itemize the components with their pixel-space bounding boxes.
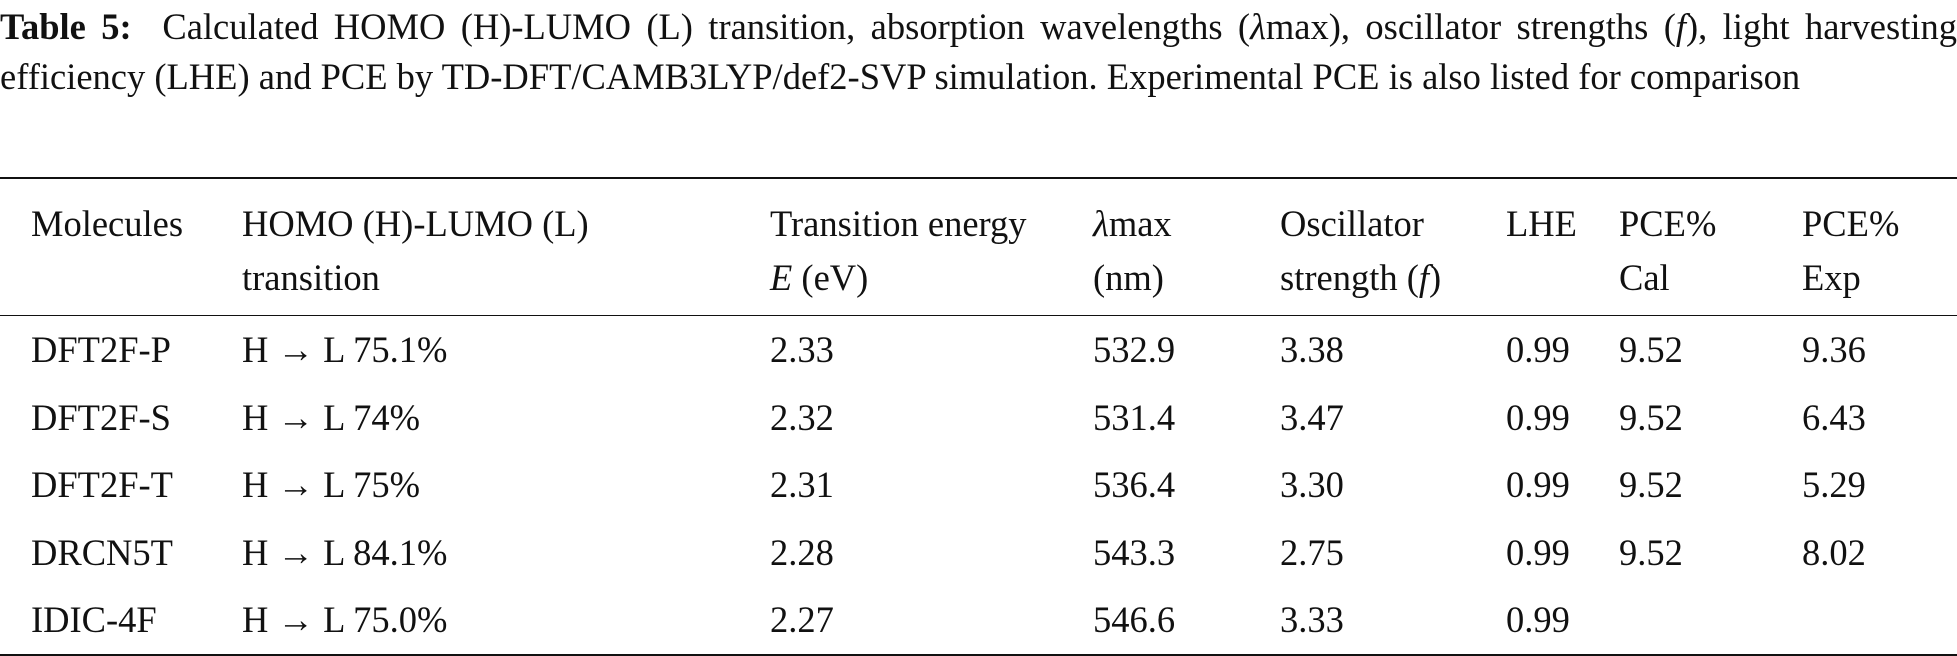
table-cell: 3.38: [1280, 329, 1344, 370]
header-cell: Transition energy E (eV): [770, 178, 1093, 316]
table-cell: 546.6: [1093, 599, 1176, 640]
header-text: ): [1429, 257, 1442, 298]
table-row: DFT2F-S H → L 74% 2.32 531.4 3.47 0.99 9.52 6.4…: [0, 384, 1957, 452]
header-cell: Oscillator strength (f): [1280, 178, 1506, 316]
table-cell: 2.75: [1280, 531, 1344, 573]
header-text: Molecules: [31, 203, 184, 244]
table-cell: 0.99: [1506, 396, 1570, 438]
header-text: HOMO (H)-LUMO (L) transition: [242, 203, 589, 298]
table-cell: DFT2F-S: [31, 396, 171, 438]
header-cell: LHE: [1506, 178, 1619, 316]
caption-text: ), light harvesting efficiency (LHE) and…: [0, 6, 1957, 97]
table-row: DFT2F-P H → L 75.1% 2.33 532.9 3.38 0.99 9.52 9…: [0, 316, 1957, 384]
table-caption: Table 5: Calculated HOMO (H)-LUMO (L) tr…: [0, 2, 1957, 102]
table-cell: 8.02: [1802, 531, 1866, 573]
table-row: DRCN5T H → L 84.1% 2.28 543.3 2.75 0.99 9.52 8.…: [0, 519, 1957, 587]
table-cell: [1619, 586, 1802, 655]
table-cell: DFT2F-T: [31, 464, 173, 505]
table-cell: 3.47: [1280, 396, 1344, 438]
header-text: LHE: [1506, 203, 1577, 244]
table-cell: 2.28: [770, 531, 834, 573]
table-cell: 0.99: [1506, 531, 1570, 573]
table-cell: H → L 75%: [242, 464, 421, 505]
table-cell: 9.52: [1619, 396, 1683, 438]
header-text: PCE% Exp: [1802, 203, 1900, 298]
header-text: PCE% Cal: [1619, 203, 1717, 298]
table-cell: H → L 84.1%: [242, 531, 448, 573]
table-row: DFT2F-T H → L 75% 2.31 536.4 3.30 0.99 9.52 5.2…: [0, 451, 1957, 519]
header-text: λ: [1093, 203, 1109, 244]
table-cell: 9.52: [1619, 329, 1683, 370]
table-cell: DFT2F-P: [31, 329, 171, 370]
table-cell: 2.32: [770, 396, 834, 438]
caption-text: λ: [1250, 6, 1266, 47]
table-header: Molecules HOMO (H)-LUMO (L) transition T…: [0, 178, 1957, 316]
table-cell: DRCN5T: [31, 531, 173, 573]
header-text: f: [1418, 257, 1430, 298]
table-cell: 0.99: [1506, 464, 1570, 505]
table-cell: 0.99: [1506, 329, 1570, 370]
caption-text: max), oscillator strengths (: [1265, 6, 1676, 47]
caption-label: Table 5:: [0, 6, 132, 47]
table-cell: H → L 75.0%: [242, 599, 448, 640]
table-cell: 3.33: [1280, 599, 1344, 640]
table-cell: 2.33: [770, 329, 834, 370]
table-cell: 543.3: [1093, 531, 1176, 573]
header-text: E: [770, 257, 793, 298]
table-cell: 9.36: [1802, 329, 1866, 370]
header-text: max (nm): [1093, 203, 1172, 298]
table-cell: 2.27: [770, 599, 834, 640]
table-cell: 536.4: [1093, 464, 1176, 505]
header-cell: PCE% Exp: [1802, 178, 1957, 316]
table-cell: 3.30: [1280, 464, 1344, 505]
table-cell: IDIC-4F: [31, 599, 157, 640]
header-text: (eV): [792, 257, 869, 298]
header-cell: PCE% Cal: [1619, 178, 1802, 316]
header-text: Transition energy: [770, 203, 1027, 244]
caption-text: f: [1675, 6, 1687, 47]
table-cell: H → L 75.1%: [242, 329, 448, 370]
header-cell: HOMO (H)-LUMO (L) transition: [242, 178, 770, 316]
table-cell: 9.52: [1619, 531, 1683, 573]
header-text: Oscillator strength (: [1280, 203, 1424, 298]
table-body: DFT2F-P H → L 75.1% 2.33 532.9 3.38 0.99 9.52 9…: [0, 316, 1957, 655]
table-cell: 9.52: [1619, 464, 1683, 505]
table-cell: H → L 74%: [242, 396, 421, 438]
data-table: Molecules HOMO (H)-LUMO (L) transition T…: [0, 177, 1957, 656]
header-cell: Molecules: [0, 178, 242, 316]
header-cell: λmax (nm): [1093, 178, 1280, 316]
table-cell: 531.4: [1093, 396, 1176, 438]
table-cell: [1802, 586, 1957, 655]
table-cell: 0.99: [1506, 599, 1570, 640]
caption-text: Calculated HOMO (H)-LUMO (L) transition,…: [162, 6, 1251, 47]
table-cell: 532.9: [1093, 329, 1176, 370]
table-cell: 6.43: [1802, 396, 1866, 438]
table-row: IDIC-4F H → L 75.0% 2.27 546.6 3.33 0.99: [0, 586, 1957, 655]
header-row: Molecules HOMO (H)-LUMO (L) transition T…: [0, 178, 1957, 316]
table-cell: 2.31: [770, 464, 834, 505]
table-cell: 5.29: [1802, 464, 1866, 505]
